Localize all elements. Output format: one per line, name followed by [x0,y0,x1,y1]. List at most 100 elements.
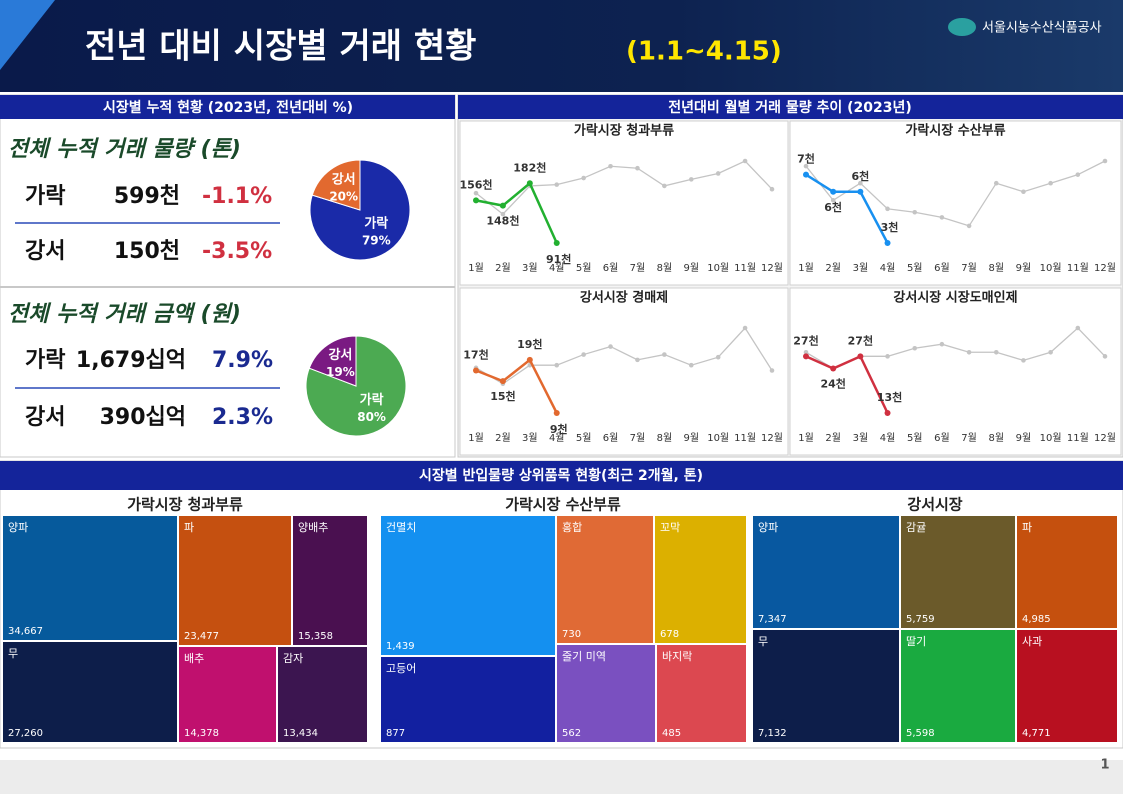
section-title: 전체 누적 거래 물량 (톤) [8,137,241,162]
series-line [805,354,889,414]
data-point [742,325,748,331]
x-tick-label: 9월 [683,432,699,444]
data-point [608,344,613,349]
line-chart-title: 가락시장 수산부류 [905,123,1005,139]
x-tick-label: 2월 [495,262,511,274]
series-line [475,160,773,216]
treemap-value: 14,378 [184,728,219,739]
data-point [769,368,775,373]
treemap-name: 홍합 [562,520,582,534]
data-point [858,180,863,186]
x-tick-label: 10월 [707,262,729,274]
data-point [939,215,945,220]
treemap-cell [657,645,746,742]
data-point [884,410,891,416]
data-point [473,190,479,196]
x-tick-label: 5월 [576,262,592,274]
series-line [475,357,558,414]
treemap-name: 양파 [758,521,778,534]
x-tick-label: 8월 [657,262,673,274]
x-tick-label: 1월 [468,262,484,274]
page-subtitle: (1.1~4.15) [626,37,782,67]
data-point [742,158,748,164]
treemap-value: 678 [660,629,679,640]
x-tick-label: 8월 [988,262,1004,274]
line-chart-title: 강서시장 시장도매인제 [893,290,1017,306]
data-point [715,354,721,360]
x-tick-label: 12월 [761,432,783,444]
treemap-title: 강서시장 [907,496,962,514]
market-name: 강서 [25,239,65,264]
treemap-value: 7,132 [758,728,787,739]
x-tick-label: 9월 [683,262,699,274]
series-line [475,326,773,385]
x-tick-label: 11월 [1067,262,1089,274]
x-tick-label: 5월 [907,432,923,444]
treemap-value: 4,771 [1022,728,1051,739]
data-point [635,165,640,171]
treemap-name: 사과 [1022,635,1042,648]
pie-label: 강서 [332,171,356,187]
x-tick-label: 2월 [825,432,841,444]
treemap-cell [1017,630,1117,742]
data-point [1048,180,1053,186]
data-point [581,175,586,181]
data-label: 15천 [490,389,515,403]
data-point [1075,325,1081,331]
line-chart-title: 가락시장 청과부류 [574,123,674,139]
organization: 서울시농수산식품공사 [982,21,1102,36]
right-panel-header [458,95,1123,119]
section-title: 전체 누적 거래 금액 (원) [8,302,241,327]
data-point [499,202,506,209]
line-chart-bg [459,287,789,456]
pie-value: 79% [362,234,391,248]
data-label: 6천 [824,200,842,214]
treemap-name: 딸기 [906,635,926,648]
data-point [1102,354,1108,359]
x-tick-label: 1월 [798,432,814,444]
treemap-name: 파 [184,521,194,534]
data-point [966,223,972,229]
data-point [769,186,775,192]
x-tick-label: 9월 [1016,432,1032,444]
data-point [473,197,479,204]
data-point [912,209,918,215]
data-point [830,188,837,195]
data-point [857,353,864,360]
treemap-name: 건멸치 [386,521,416,534]
x-tick-label: 7월 [961,262,977,274]
pie-value: 19% [326,365,355,379]
treemap-cell [1017,516,1117,628]
data-point [715,171,721,176]
data-point [1075,172,1081,177]
x-tick-label: 5월 [907,262,923,274]
data-point [608,163,613,169]
data-point [1021,358,1026,363]
x-tick-label: 6월 [603,262,619,274]
treemap-value: 7,347 [758,614,787,625]
pie-value: 80% [357,410,386,424]
x-tick-label: 4월 [880,262,896,274]
data-label: 17천 [463,348,488,362]
treemap-name: 고등어 [386,662,416,675]
x-tick-label: 6월 [934,432,950,444]
x-tick-label: 3월 [853,262,869,274]
x-tick-label: 10월 [707,432,729,444]
data-point [553,240,560,246]
pie-label: 가락 [364,217,388,232]
treemap-cell [381,516,555,655]
data-point [803,353,809,360]
treemap-value: 27,260 [8,728,43,739]
data-point [473,367,479,374]
data-point [553,410,560,416]
x-tick-label: 4월 [549,432,565,444]
data-point [885,354,890,359]
change: -1.1% [202,184,272,209]
data-point [662,183,667,189]
treemap-name: 꼬막 [660,521,680,534]
data-point [993,349,999,355]
treemap-value: 4,985 [1022,614,1051,625]
x-tick-label: 4월 [880,432,896,444]
data-label: 3천 [881,220,899,234]
treemap-value: 562 [562,728,581,739]
